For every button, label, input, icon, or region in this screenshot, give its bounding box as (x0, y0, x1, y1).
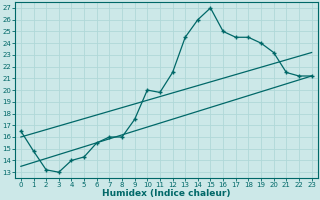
X-axis label: Humidex (Indice chaleur): Humidex (Indice chaleur) (102, 189, 230, 198)
